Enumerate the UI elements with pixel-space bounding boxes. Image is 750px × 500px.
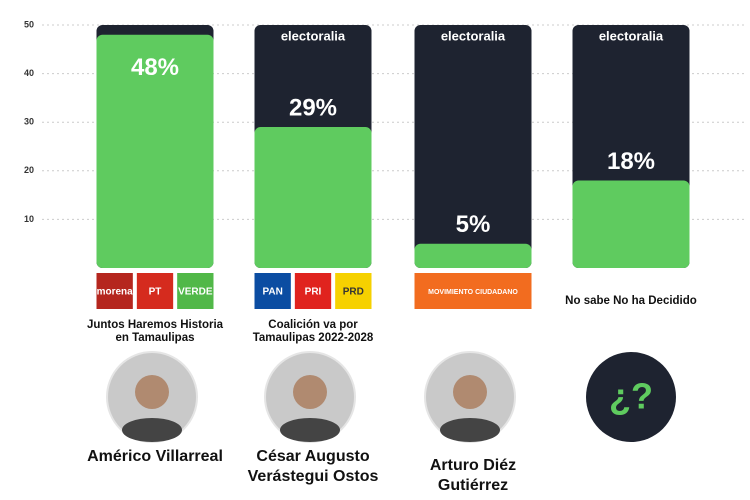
category-label: Juntos Haremos Historia en Tamaulipas xyxy=(86,319,224,344)
bar xyxy=(96,34,214,268)
party-logo xyxy=(177,273,214,309)
candidate-photo-face xyxy=(135,375,169,409)
candidate-photo-figure xyxy=(280,418,340,442)
y-tick-label: 50 xyxy=(24,19,34,29)
party-name: PAN xyxy=(262,287,282,298)
bar-track xyxy=(414,25,532,268)
y-tick-label: 30 xyxy=(24,117,34,127)
candidate-name: Américo Villarreal xyxy=(87,448,223,465)
candidate-name: César Augusto Verástegui Ostos xyxy=(247,448,379,485)
y-tick-label: 20 xyxy=(24,165,34,175)
party-name: PRI xyxy=(305,287,322,298)
bar xyxy=(414,243,532,268)
unknown-icon-bg xyxy=(586,352,676,442)
party-logo xyxy=(136,273,174,309)
value-label: 5% xyxy=(456,211,491,238)
party-logo xyxy=(96,273,133,309)
category-label: No sabe No ha Decidido xyxy=(565,295,697,307)
y-tick-label: 10 xyxy=(24,214,34,224)
bar xyxy=(572,180,690,268)
bar xyxy=(254,127,372,268)
candidate-photo-figure xyxy=(122,418,182,442)
party-name: VERDE xyxy=(178,287,213,298)
party-name: PRD xyxy=(343,287,364,298)
party-name: PT xyxy=(149,287,162,298)
party-name: MOVIMIENTO CIUDADANO xyxy=(428,289,518,296)
candidate-photo-face xyxy=(293,375,327,409)
watermark: electoralia xyxy=(281,28,346,43)
party-name: morena xyxy=(97,287,134,298)
y-tick-label: 40 xyxy=(24,68,34,78)
candidate-photo-face xyxy=(453,375,487,409)
candidate-photo-figure xyxy=(440,418,500,442)
watermark: electoralia xyxy=(441,28,506,43)
watermark: electoralia xyxy=(599,28,664,43)
value-label: 29% xyxy=(289,94,337,121)
category-label: Coalición va por Tamaulipas 2022-2028 xyxy=(252,319,374,344)
value-label: 48% xyxy=(131,54,179,81)
party-logo xyxy=(254,273,291,309)
candidate-name: Arturo Diéz Gutiérrez xyxy=(429,457,517,494)
party-logo xyxy=(294,273,332,309)
party-logo xyxy=(335,273,372,309)
value-label: 18% xyxy=(607,148,655,175)
party-logo xyxy=(414,273,532,309)
unknown-icon: ¿? xyxy=(609,376,653,417)
